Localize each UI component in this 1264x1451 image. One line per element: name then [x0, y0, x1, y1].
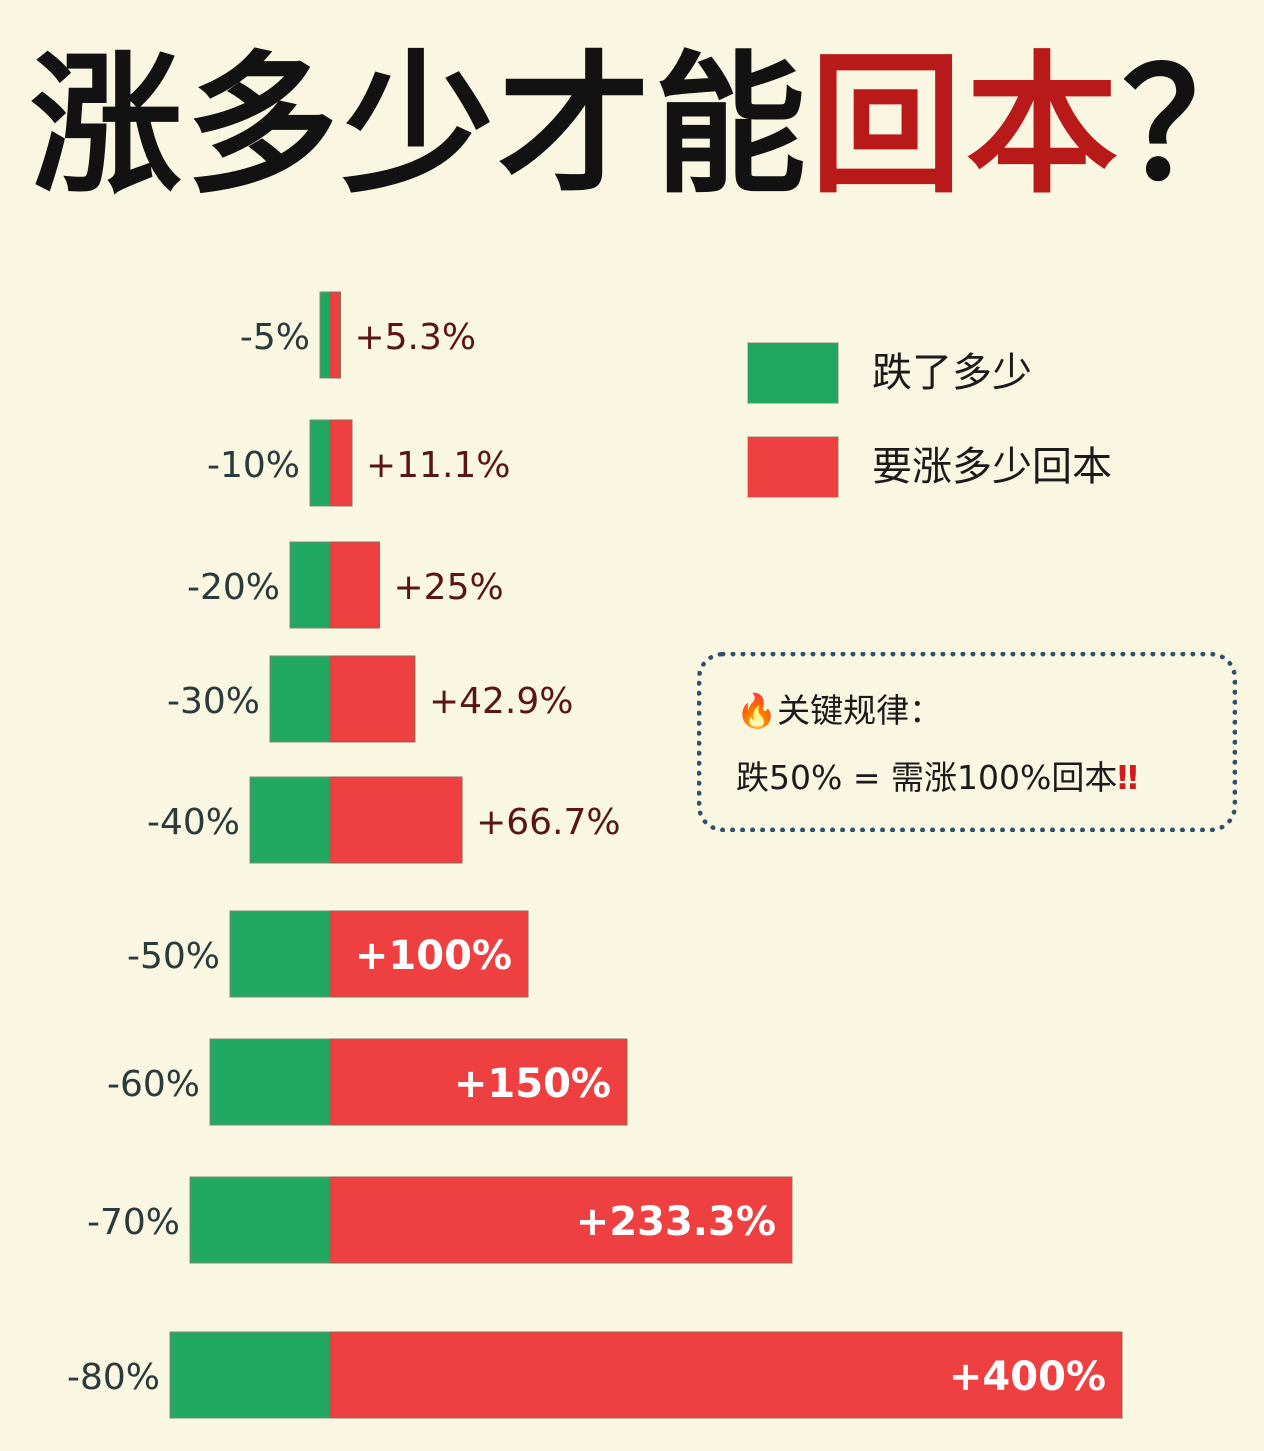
loss-label-7: -70% [87, 1202, 180, 1243]
recover-label-5: +100% [355, 933, 512, 979]
loss-label-0: -5% [240, 317, 310, 358]
recover-label-1: +11.1% [366, 445, 511, 486]
loss-label-2: -20% [187, 567, 280, 608]
recover-label-3: +42.9% [429, 681, 574, 722]
loss-label-8: -80% [67, 1357, 160, 1398]
loss-label-5: -50% [127, 936, 220, 977]
recover-bar-0 [329, 291, 341, 379]
recover-bar-8 [329, 1331, 1123, 1419]
legend-swatch-recover [747, 436, 839, 498]
recover-label-2: +25% [394, 567, 504, 608]
recover-bar-5 [329, 910, 529, 998]
key-rule-title: 🔥关键规律： [736, 688, 942, 734]
recover-bar-6 [329, 1038, 628, 1126]
legend-label-loss: 跌了多少 [872, 350, 1032, 396]
fire-icon: 🔥 [736, 691, 778, 730]
key-rule-title-text: 关键规律： [777, 691, 943, 730]
loss-label-6: -60% [107, 1064, 200, 1105]
loss-bar-2 [289, 541, 331, 629]
recover-bar-2 [329, 541, 380, 629]
recover-bar-4 [329, 776, 463, 864]
page-title: 涨多少才能回本？ [30, 37, 1264, 214]
loss-bar-7 [189, 1176, 331, 1264]
recover-label-8: +400% [949, 1354, 1106, 1400]
recover-label-4: +66.7% [476, 802, 621, 843]
loss-label-4: -40% [147, 802, 240, 843]
loss-bar-8 [169, 1331, 331, 1419]
key-rule-box [697, 652, 1237, 832]
title-main: 涨多少才能 [30, 37, 810, 214]
loss-label-3: -30% [167, 681, 260, 722]
loss-bar-0 [319, 291, 331, 379]
title-tail: ？ [1122, 37, 1264, 214]
loss-bar-1 [309, 419, 331, 507]
recover-bar-1 [329, 419, 353, 507]
exclamation-icon: ‼ [1117, 758, 1139, 797]
key-rule-text: 跌50% = 需涨100%回本‼ [736, 755, 1138, 801]
recover-bar-3 [329, 655, 416, 743]
loss-label-1: -10% [207, 445, 300, 486]
legend-label-recover: 要涨多少回本 [872, 444, 1112, 490]
title-accent: 回本 [810, 37, 1122, 214]
loss-bar-6 [209, 1038, 331, 1126]
loss-bar-3 [269, 655, 331, 743]
recover-label-7: +233.3% [576, 1199, 776, 1245]
key-rule-statement: 跌50% = 需涨100%回本 [736, 758, 1118, 797]
recover-label-0: +5.3% [354, 317, 476, 358]
loss-bar-5 [229, 910, 331, 998]
recover-label-6: +150% [454, 1061, 611, 1107]
recover-bar-7 [329, 1176, 793, 1264]
loss-bar-4 [249, 776, 331, 864]
legend-swatch-loss [747, 342, 839, 404]
